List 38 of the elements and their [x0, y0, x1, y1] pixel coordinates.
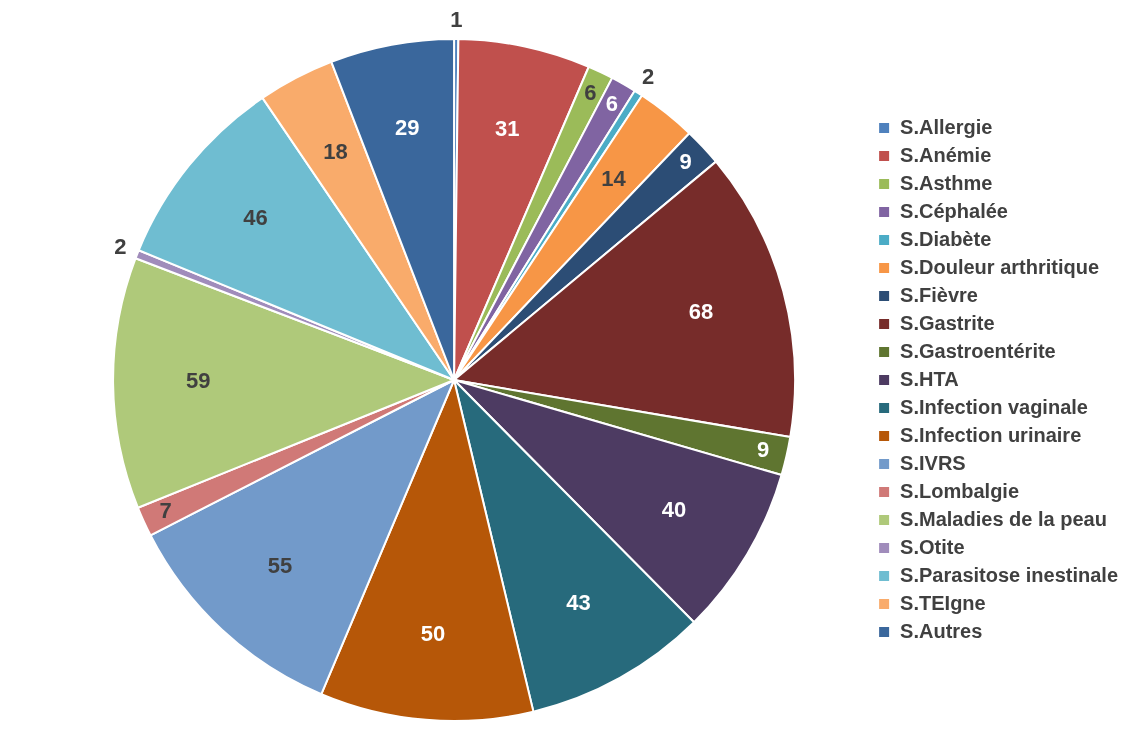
data-label: 59	[186, 368, 211, 394]
data-label: 6	[605, 90, 618, 116]
data-label: 43	[566, 589, 591, 615]
legend-label: S.Autres	[900, 619, 983, 642]
legend-label: S.Gastrite	[900, 311, 995, 334]
data-label: 40	[661, 496, 687, 522]
data-label: 9	[679, 149, 692, 175]
data-label: 1	[450, 7, 463, 33]
data-label: 31	[494, 115, 520, 141]
data-label: 14	[601, 166, 627, 192]
legend-label: S.Céphalée	[900, 199, 1008, 222]
data-label: 9	[757, 436, 770, 462]
legend-label: S.Lombalgie	[900, 479, 1020, 502]
data-label: 7	[159, 497, 172, 523]
legend-label: S.Maladies de la peau	[900, 507, 1107, 530]
data-label: 55	[267, 553, 293, 579]
legend-label: S.TEIgne	[900, 591, 986, 614]
data-label: 6	[584, 79, 597, 105]
legend-label: S.IVRS	[900, 451, 966, 474]
data-label: 68	[688, 299, 714, 325]
data-label: 18	[323, 139, 348, 165]
legend-label: S.HTA	[900, 367, 959, 390]
legend-label: S.Infection vaginale	[900, 395, 1088, 418]
legend-label: S.Gastroentérite	[900, 339, 1056, 362]
legend-label: S.Allergie	[900, 115, 993, 138]
legend-label: S.Fièvre	[900, 283, 978, 306]
legend-label: S.Parasitose inestinale	[900, 563, 1119, 586]
legend-label: S.Douleur arthritique	[900, 255, 1100, 278]
data-label: 50	[420, 620, 446, 646]
legend-label: S.Otite	[900, 535, 965, 558]
legend-label: S.Asthme	[900, 171, 993, 194]
data-label: 29	[395, 114, 420, 140]
legend-label: S.Infection urinaire	[900, 423, 1082, 446]
data-label: 46	[243, 204, 268, 230]
legend-label: S.Anémie	[900, 143, 992, 166]
data-label: 2	[642, 64, 655, 90]
legend-label: S.Diabète	[900, 227, 992, 250]
data-label: 2	[114, 233, 127, 259]
